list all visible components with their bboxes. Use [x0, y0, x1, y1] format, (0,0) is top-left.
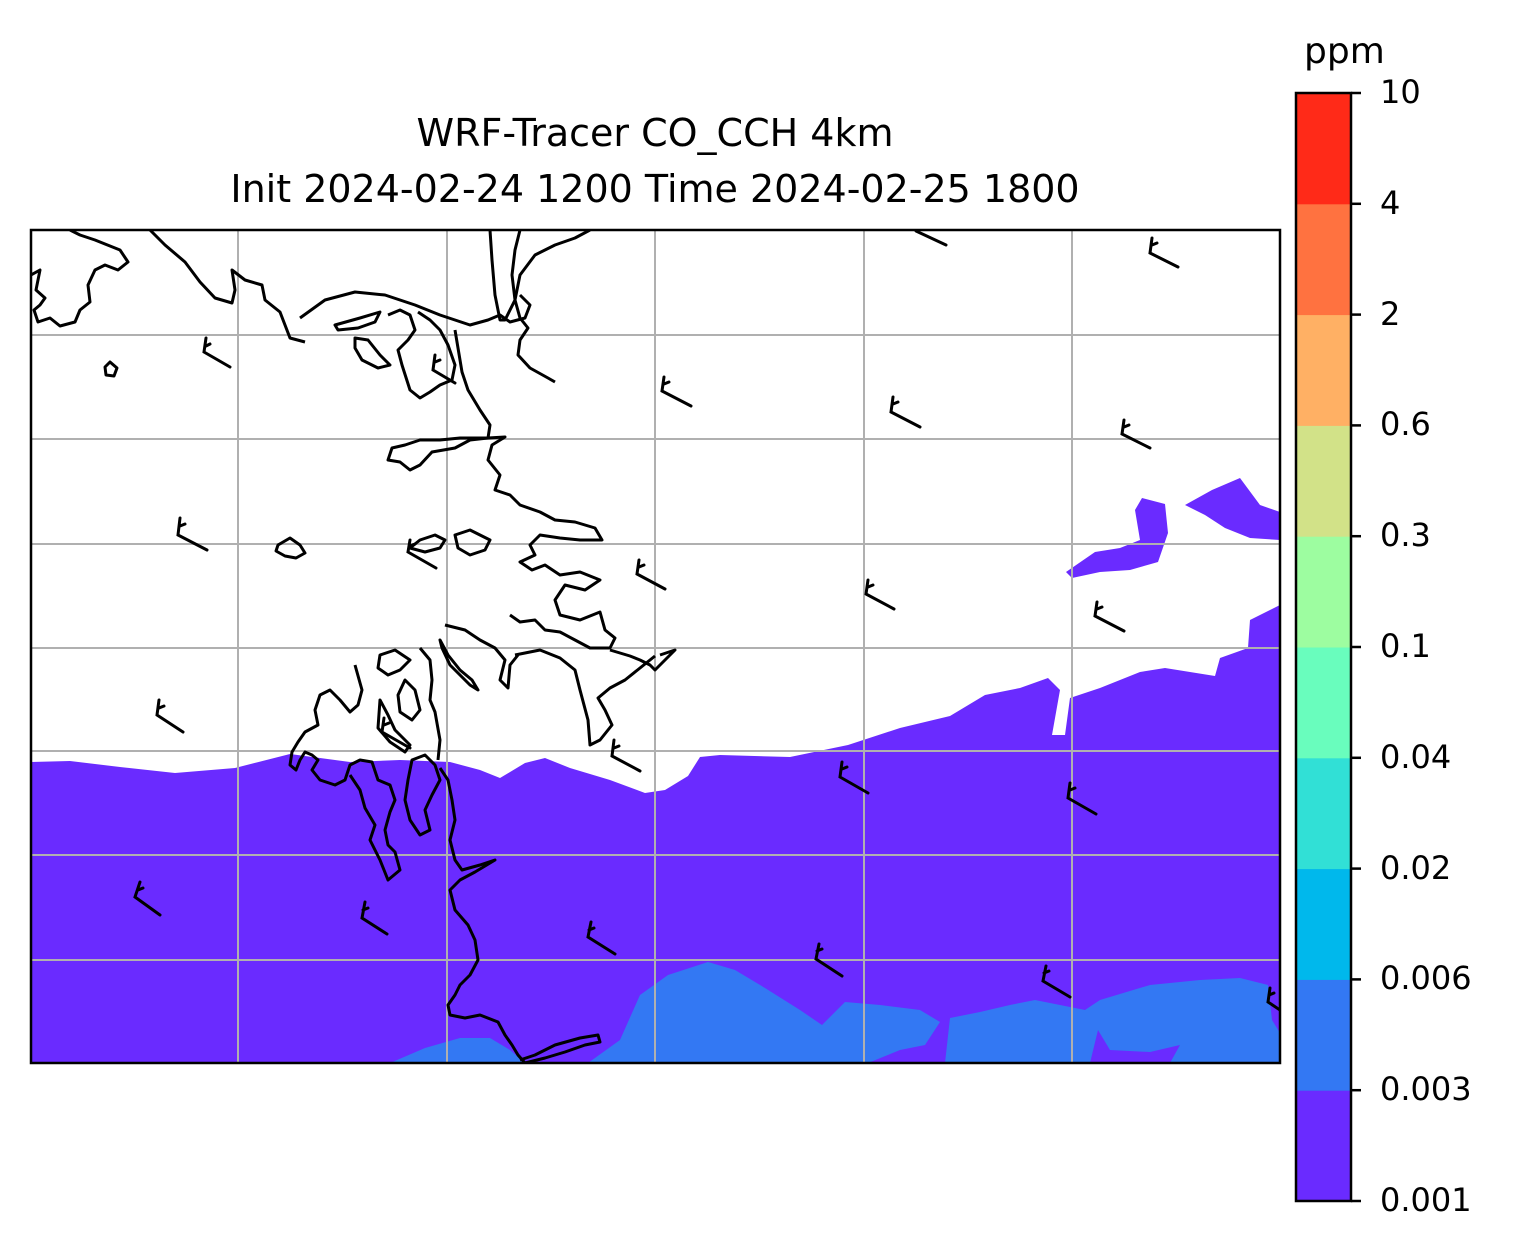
- colorbar-tick-label: 0.003: [1380, 1070, 1472, 1109]
- colorbar-segment: [1296, 93, 1351, 205]
- coastlines: [31, 230, 677, 1063]
- colorbar: [1296, 91, 1361, 1203]
- gridlines: [31, 230, 1280, 1063]
- colorbar-tick-label: 0.04: [1380, 737, 1452, 776]
- colorbar-tick-label: 4: [1380, 183, 1401, 222]
- concentration-fill-0.003: [390, 962, 1280, 1063]
- colorbar-tick-label: 0.6: [1380, 405, 1431, 444]
- colorbar-segment: [1296, 1090, 1351, 1202]
- colorbar-tick-label: 0.3: [1380, 516, 1431, 555]
- colorbar-tick-label: 0.02: [1380, 848, 1452, 887]
- colorbar-unit-label: ppm: [1304, 31, 1385, 72]
- colorbar-segment: [1296, 536, 1351, 648]
- colorbar-segment: [1296, 979, 1351, 1091]
- colorbar-segment: [1296, 757, 1351, 870]
- map-area: [31, 230, 1280, 1063]
- colorbar-segment: [1296, 647, 1351, 759]
- concentration-fill-0.001: [31, 478, 1280, 1063]
- colorbar-tick-label: 2: [1380, 294, 1401, 333]
- colorbar-segment: [1296, 425, 1351, 537]
- colorbar-segment: [1296, 868, 1351, 980]
- colorbar-tick-label: 0.006: [1380, 959, 1472, 998]
- colorbar-tick-label: 0.1: [1380, 627, 1431, 665]
- colorbar-frame: [1294, 91, 1353, 1203]
- colorbar-tick-label: 10: [1380, 73, 1421, 111]
- colorbar-segment: [1296, 314, 1351, 426]
- plot-title-line-1: WRF-Tracer CO_CCH 4km: [416, 111, 894, 155]
- map-frame: [29, 228, 1282, 1065]
- colorbar-segment: [1296, 203, 1351, 316]
- plot-title-line-2: Init 2024-02-24 1200 Time 2024-02-25 180…: [230, 167, 1080, 211]
- colorbar-tick-label: 0.001: [1380, 1181, 1472, 1219]
- wind-barbs: [133, 230, 1280, 1012]
